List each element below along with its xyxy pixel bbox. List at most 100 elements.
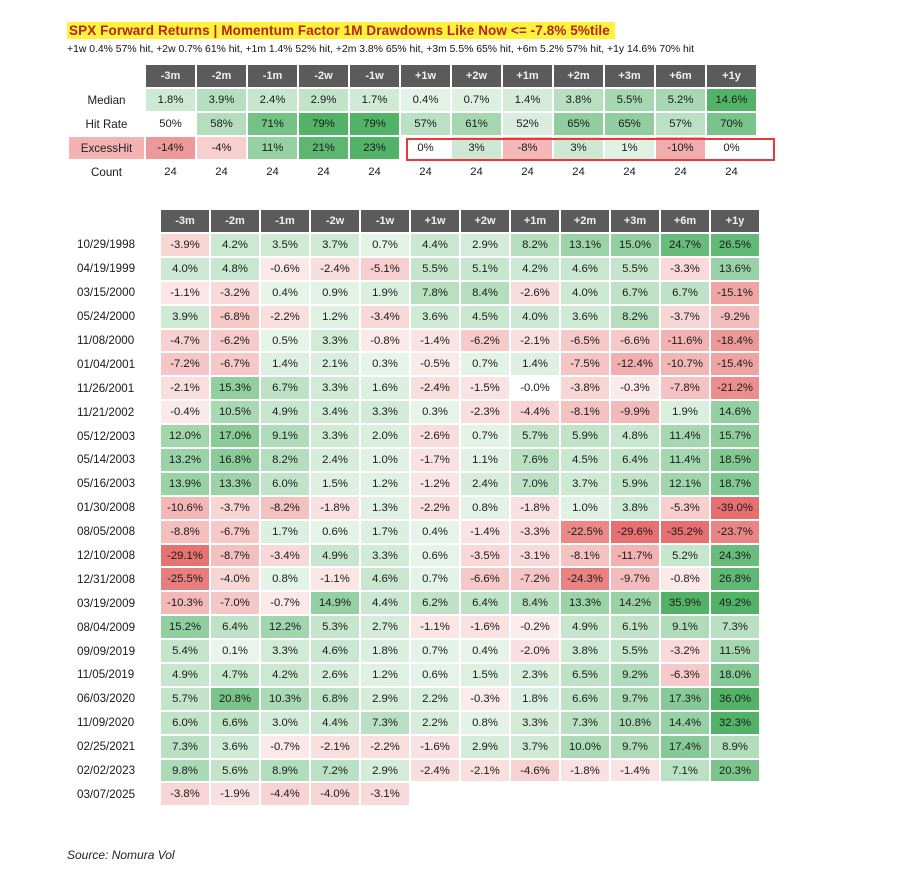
- summary-cell: 65%: [554, 113, 603, 135]
- return-cell: 6.4%: [611, 449, 659, 471]
- return-cell: -4.4%: [511, 401, 559, 424]
- summary-cell: 0.4%: [401, 89, 450, 111]
- summary-cell: -4%: [197, 137, 246, 159]
- summary-cell: 5.5%: [605, 89, 654, 111]
- return-cell: -3.8%: [561, 377, 609, 400]
- summary-cell: -10%: [656, 137, 705, 159]
- return-cell: 2.9%: [461, 234, 509, 256]
- summary-cell: 24: [725, 166, 738, 178]
- return-cell: -1.4%: [611, 759, 659, 782]
- return-cell: 7.3%: [361, 711, 409, 734]
- return-cell: 7.2%: [311, 759, 359, 782]
- return-cell: 10.3%: [261, 687, 309, 710]
- summary-cell: 24: [470, 166, 483, 178]
- return-cell: 3.8%: [561, 640, 609, 663]
- return-cell: 7.8%: [411, 281, 459, 304]
- return-cell: -0.0%: [520, 382, 550, 395]
- return-cell: 5.5%: [611, 257, 659, 280]
- return-cell: -3.4%: [261, 544, 309, 567]
- summary-cell: 24: [521, 166, 534, 178]
- row-date: 11/08/2000: [77, 334, 135, 347]
- return-cell: 3.4%: [311, 401, 359, 424]
- summary-cell: 1%: [605, 137, 654, 159]
- return-cell: 13.2%: [161, 449, 209, 471]
- return-cell: 3.9%: [161, 305, 209, 328]
- table-row: 11/21/2002 -0.4% 10.5% 4.9% 3.4% 3.3% 0.3% -2.3…: [69, 401, 759, 424]
- summary-column-header: +1w: [401, 65, 450, 87]
- return-cell: 15.2%: [161, 616, 209, 639]
- return-cell: 12.2%: [261, 616, 309, 639]
- return-cell: 16.8%: [211, 449, 259, 471]
- row-date: 04/19/1999: [77, 262, 136, 276]
- summary-row-label: Median: [87, 93, 126, 107]
- return-cell: -1.8%: [561, 759, 609, 782]
- return-cell: -6.2%: [211, 329, 259, 352]
- return-cell: 6.6%: [211, 711, 259, 734]
- return-cell: 1.8%: [361, 640, 409, 663]
- return-cell: -7.2%: [511, 568, 559, 591]
- row-date: 03/19/2009: [77, 596, 136, 610]
- return-cell: -0.8%: [361, 329, 409, 352]
- return-cell: [711, 783, 759, 805]
- row-date: 11/05/2019: [77, 668, 135, 682]
- return-cell: 0.8%: [461, 496, 509, 519]
- return-cell: 14.6%: [711, 401, 759, 424]
- table-row: 05/14/2003 13.2% 16.8% 8.2% 2.4% 1.0% -1.7% 1.1…: [69, 449, 759, 471]
- return-cell: -2.1%: [311, 735, 359, 758]
- return-cell: -29.6%: [611, 520, 659, 543]
- return-cell: 6.7%: [261, 377, 309, 400]
- row-date: 05/14/2003: [77, 453, 136, 467]
- return-cell: 14.2%: [611, 592, 659, 615]
- return-cell: 6.7%: [661, 281, 709, 304]
- return-cell: -15.1%: [711, 281, 759, 304]
- return-cell: 17.4%: [661, 735, 709, 758]
- return-cell: -6.7%: [211, 353, 259, 376]
- return-cell: 3.6%: [211, 735, 259, 758]
- summary-cell: 24: [419, 166, 432, 178]
- return-cell: 5.5%: [411, 257, 459, 280]
- return-cell: 2.4%: [311, 449, 359, 471]
- return-cell: -0.5%: [411, 353, 459, 376]
- table-row: 09/09/2019 5.4% 0.1% 3.3% 4.6% 1.8% 0.7% 0.4% -2…: [69, 640, 759, 663]
- summary-corner: [69, 65, 144, 87]
- return-cell: -8.1%: [561, 544, 609, 567]
- return-cell: 0.4%: [411, 520, 459, 543]
- return-cell: 4.4%: [311, 711, 359, 734]
- return-cell: 3.3%: [311, 377, 359, 400]
- table-row: 11/05/2019 4.9% 4.7% 4.2% 2.6% 1.2% 0.6% 1.5% 2.…: [69, 664, 759, 686]
- return-cell: [461, 783, 509, 805]
- return-cell: -6.2%: [461, 329, 509, 352]
- return-cell: 9.1%: [261, 425, 309, 448]
- return-cell: 12.1%: [661, 472, 709, 495]
- return-cell: 6.8%: [311, 687, 359, 710]
- summary-cell: -14%: [146, 137, 195, 159]
- return-cell: -2.2%: [261, 305, 309, 328]
- table-row: 11/08/2000 -4.7% -6.2% 0.5% 3.3% -0.8% -1.4% -6…: [69, 329, 759, 352]
- detail-column-header: +1m: [511, 210, 559, 232]
- return-cell: -1.1%: [411, 616, 459, 639]
- return-cell: 13.3%: [561, 592, 609, 615]
- summary-cell: 0%: [417, 142, 434, 154]
- return-cell: 17.3%: [661, 687, 709, 710]
- return-cell: 1.3%: [361, 496, 409, 519]
- return-cell: [411, 783, 459, 805]
- detail-column-header: +2m: [561, 210, 609, 232]
- return-cell: -6.8%: [211, 305, 259, 328]
- return-cell: 1.9%: [661, 401, 709, 424]
- table-row: 05/12/2003 12.0% 17.0% 9.1% 3.3% 2.0% -2.6% 0.7…: [69, 425, 759, 448]
- table-row: 04/19/1999 4.0% 4.8% -0.6% -2.4% -5.1% 5.5% 5.1…: [69, 257, 759, 280]
- row-date: 09/09/2019: [77, 644, 136, 658]
- return-cell: -0.4%: [161, 401, 209, 424]
- summary-column-header: +2m: [554, 65, 603, 87]
- return-cell: 0.7%: [411, 568, 459, 591]
- summary-cell: 24: [623, 166, 636, 178]
- return-cell: 2.9%: [361, 687, 409, 710]
- return-cell: -3.8%: [161, 783, 209, 806]
- summary-cell: 23%: [350, 137, 399, 159]
- return-cell: 0.7%: [461, 353, 509, 376]
- return-cell: 4.4%: [361, 592, 409, 615]
- return-cell: -4.6%: [511, 759, 559, 782]
- return-cell: 6.2%: [411, 592, 459, 615]
- return-cell: 0.6%: [411, 664, 459, 686]
- return-cell: -3.5%: [461, 544, 509, 567]
